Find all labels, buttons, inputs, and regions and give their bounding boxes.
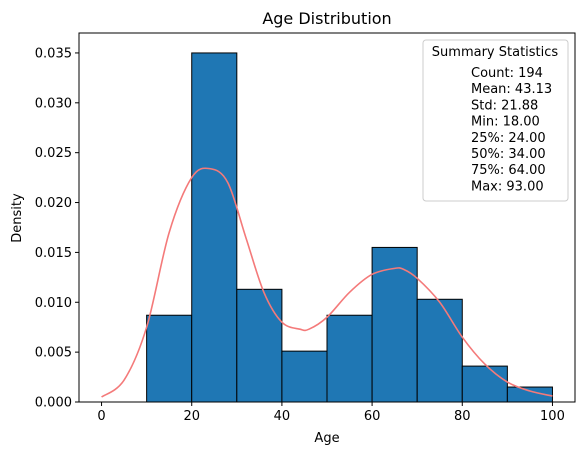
x-tick-label-20: 20: [183, 409, 200, 424]
bars-layer: [146, 52, 553, 403]
plot-frame: [78, 32, 576, 403]
histogram-bar-40-50: [281, 350, 328, 403]
legend-line-6: 75%: 64.00: [471, 163, 546, 178]
histogram-bar-10-20: [146, 314, 193, 403]
x-tick-label-80: 80: [454, 409, 471, 424]
legend-box: [422, 39, 569, 202]
y-tick-label-0: 0.000: [35, 396, 72, 411]
histogram-bar-20-30: [191, 52, 238, 403]
y-tick-label-5: 0.025: [35, 146, 72, 161]
x-tick-label-60: 60: [364, 409, 381, 424]
y-tick-label-1: 0.005: [35, 346, 72, 361]
chart-title: Age Distribution: [262, 9, 391, 28]
y-tick-label-3: 0.015: [35, 246, 72, 261]
y-tick-label-4: 0.020: [35, 196, 72, 211]
y-tick-label-2: 0.010: [35, 296, 72, 311]
legend-line-1: Mean: 43.13: [471, 82, 552, 97]
histogram-bar-80-90: [461, 365, 508, 403]
histogram-bar-70-80: [416, 298, 463, 403]
histogram-bar-60-70: [371, 246, 418, 403]
legend-line-4: 25%: 24.00: [471, 131, 546, 146]
legend-title: Summary Statistics: [432, 45, 559, 60]
y-tick-label-7: 0.035: [35, 46, 72, 61]
y-axis: 0.000 0.005 0.010 0.015 0.020 0.025 0.030 0.035: [35, 46, 79, 411]
x-axis-label: Age: [314, 431, 339, 446]
y-tick-label-6: 0.030: [35, 96, 72, 111]
legend-line-5: 50%: 34.00: [471, 147, 546, 162]
x-tick-label-40: 40: [274, 409, 291, 424]
kde-density-line: [101, 167, 553, 398]
x-tick-label-0: 0: [97, 409, 105, 424]
y-axis-label: Density: [10, 193, 25, 243]
legend-line-7: Max: 93.00: [471, 179, 544, 194]
histogram-bar-30-40: [236, 288, 283, 403]
histogram-bar-50-60: [326, 314, 373, 403]
legend-line-0: Count: 194: [471, 66, 543, 81]
kde-layer: [101, 167, 553, 398]
x-tick-label-100: 100: [540, 409, 565, 424]
legend-line-3: Min: 18.00: [471, 115, 540, 130]
x-axis: 0 20 40 60 80 100: [97, 402, 565, 424]
legend-line-2: Std: 21.88: [471, 98, 538, 113]
